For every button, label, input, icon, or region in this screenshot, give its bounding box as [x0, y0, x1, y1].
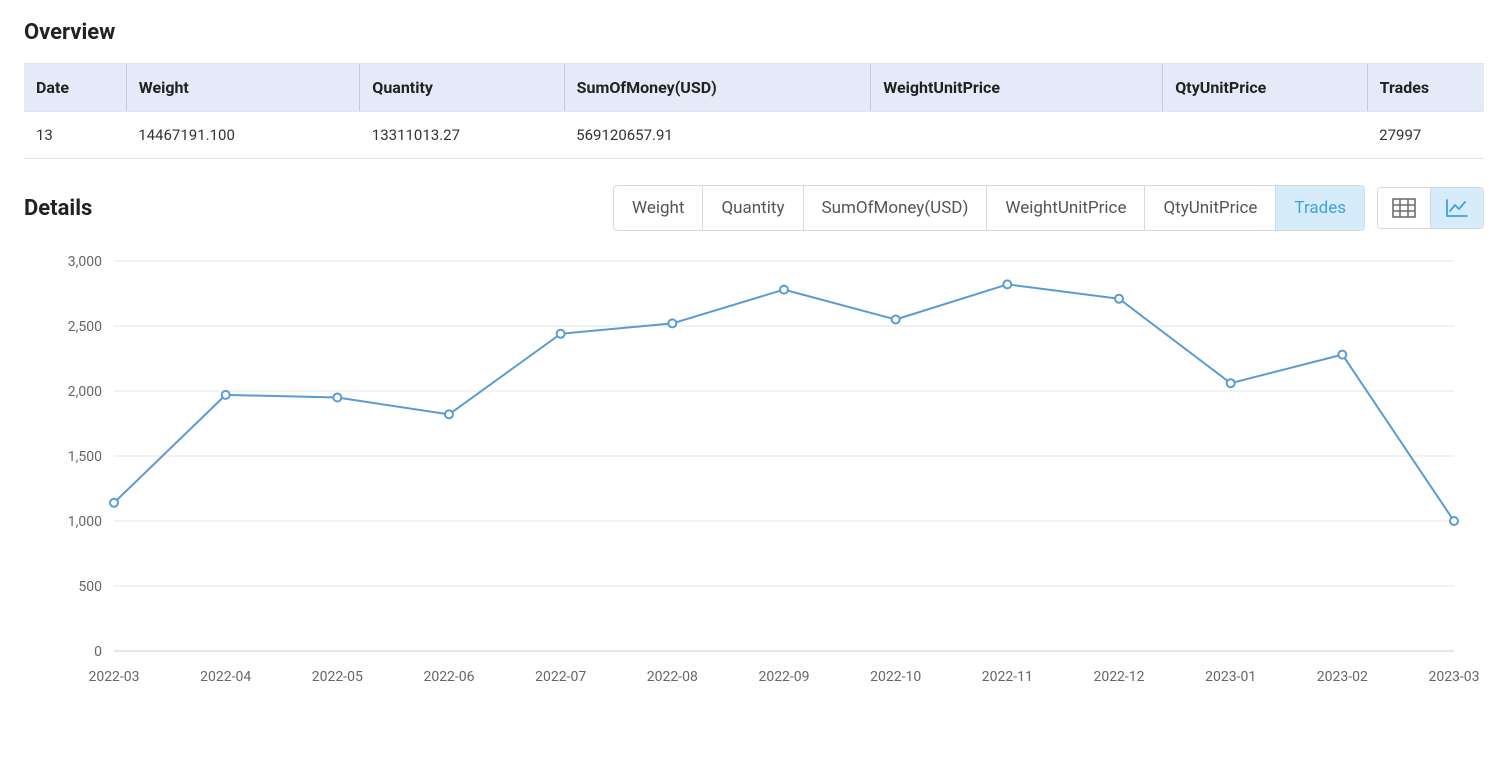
- overview-cell: 14467191.100: [126, 112, 360, 159]
- overview-cell: 13311013.27: [360, 112, 564, 159]
- table-icon: [1392, 198, 1416, 218]
- details-title: Details: [24, 196, 92, 221]
- chart-series-marker: [333, 394, 341, 402]
- chart-x-tick-label: 2022-11: [982, 669, 1033, 685]
- chart-y-tick-label: 2,000: [68, 384, 102, 400]
- chart-y-tick-label: 0: [94, 644, 102, 660]
- chart-series-marker: [780, 286, 788, 294]
- chart-x-tick-label: 2022-10: [870, 669, 921, 685]
- chart-x-tick-label: 2022-04: [200, 669, 251, 685]
- overview-col-header: Weight: [126, 64, 360, 112]
- chart-x-tick-label: 2022-05: [312, 669, 363, 685]
- overview-col-header: WeightUnitPrice: [871, 64, 1163, 112]
- overview-col-header: Trades: [1367, 64, 1484, 112]
- details-controls: WeightQuantitySumOfMoney(USD)WeightUnitP…: [613, 185, 1484, 231]
- chart-series-line: [114, 284, 1454, 521]
- chart-series-marker: [557, 330, 565, 338]
- overview-col-header: SumOfMoney(USD): [564, 64, 871, 112]
- view-toggle-group: [1377, 187, 1484, 229]
- chart-series-marker: [1450, 517, 1458, 525]
- metric-tab-weightunitprice[interactable]: WeightUnitPrice: [986, 186, 1144, 230]
- chart-y-tick-label: 3,000: [68, 254, 102, 270]
- details-bar: Details WeightQuantitySumOfMoney(USD)Wei…: [24, 185, 1484, 231]
- chart-x-tick-label: 2023-01: [1205, 669, 1256, 685]
- chart-x-tick-label: 2022-03: [88, 669, 139, 685]
- chart-y-tick-label: 500: [78, 579, 102, 595]
- chart-x-tick-label: 2022-09: [758, 669, 809, 685]
- chart-series-marker: [222, 391, 230, 399]
- chart-series-marker: [892, 316, 900, 324]
- overview-cell: 13: [24, 112, 126, 159]
- metric-tab-group: WeightQuantitySumOfMoney(USD)WeightUnitP…: [613, 185, 1365, 231]
- overview-col-header: QtyUnitPrice: [1163, 64, 1367, 112]
- trades-chart: 0 500 1,000 1,500 2,000 2,500 3,000 2022-03 2022…: [24, 251, 1484, 711]
- chart-x-tick-label: 2022-06: [423, 669, 474, 685]
- chart-series-marker: [110, 499, 118, 507]
- overview-title: Overview: [24, 20, 1484, 45]
- chart-series-marker: [668, 319, 676, 327]
- chart-series-marker: [445, 410, 453, 418]
- chart-series-marker: [1338, 351, 1346, 359]
- metric-tab-quantity[interactable]: Quantity: [702, 186, 802, 230]
- chart-x-tick-label: 2022-12: [1093, 669, 1144, 685]
- chart-svg: 0 500 1,000 1,500 2,000 2,500 3,000 2022-03 2022…: [24, 251, 1484, 691]
- overview-row: 1314467191.10013311013.27569120657.91 279…: [24, 112, 1484, 159]
- chart-series-marker: [1115, 295, 1123, 303]
- chart-y-tick-label: 1,500: [68, 449, 102, 465]
- metric-tab-weight[interactable]: Weight: [614, 186, 702, 230]
- chart-y-tick-label: 2,500: [68, 319, 102, 335]
- chart-x-tick-label: 2023-02: [1317, 669, 1368, 685]
- overview-col-header: Quantity: [360, 64, 564, 112]
- chart-x-tick-label: 2022-07: [535, 669, 586, 685]
- overview-cell: 569120657.91: [564, 112, 871, 159]
- overview-cell: [871, 112, 1163, 159]
- chart-series-marker: [1227, 379, 1235, 387]
- view-toggle-table[interactable]: [1378, 188, 1430, 228]
- metric-tab-trades[interactable]: Trades: [1275, 186, 1364, 230]
- chart-x-tick-label: 2022-08: [647, 669, 698, 685]
- line-chart-icon: [1445, 198, 1469, 218]
- overview-cell: 27997: [1367, 112, 1484, 159]
- chart-x-tick-label: 2023-03: [1428, 669, 1479, 685]
- overview-col-header: Date: [24, 64, 126, 112]
- overview-cell: [1163, 112, 1367, 159]
- overview-table: DateWeightQuantitySumOfMoney(USD)WeightU…: [24, 63, 1484, 159]
- metric-tab-sumofmoney-usd-[interactable]: SumOfMoney(USD): [803, 186, 987, 230]
- view-toggle-chart[interactable]: [1430, 188, 1483, 228]
- chart-y-tick-label: 1,000: [68, 514, 102, 530]
- chart-series-marker: [1003, 280, 1011, 288]
- metric-tab-qtyunitprice[interactable]: QtyUnitPrice: [1144, 186, 1275, 230]
